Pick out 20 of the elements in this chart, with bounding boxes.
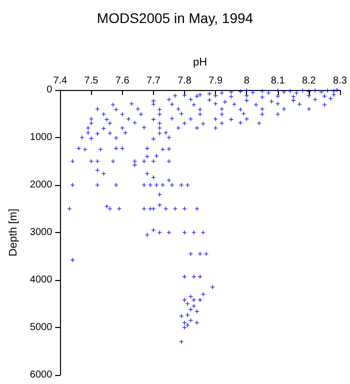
x-tick-label: 8	[244, 76, 250, 86]
chart-title: MODS2005 in May, 1994	[96, 10, 254, 26]
x-tick-label: 7.5	[84, 76, 99, 86]
y-tick-label: 0	[46, 84, 53, 96]
x-tick-label: 8.2	[302, 76, 316, 86]
x-tick-label: 7.8	[178, 76, 192, 86]
x-tick-label: 7.4	[53, 76, 68, 86]
x-tick-label: 8.3	[333, 76, 348, 86]
y-tick-label: 1000	[30, 132, 53, 143]
x-tick-label: 7.6	[115, 76, 130, 86]
y-tick-label: 5000	[30, 322, 53, 333]
y-axis-title: Depth [m]	[8, 208, 20, 256]
x-tick-label: 8.1	[270, 76, 286, 86]
x-axis-title: pH	[193, 56, 208, 68]
x-tick-label: 7.7	[146, 76, 161, 86]
x-tick-label: 7.9	[208, 76, 224, 86]
y-tick-label: 2000	[30, 180, 53, 190]
y-tick-label: 4000	[30, 274, 53, 286]
y-tick-label: 6000	[30, 370, 53, 380]
y-tick-label: 3000	[30, 227, 53, 238]
